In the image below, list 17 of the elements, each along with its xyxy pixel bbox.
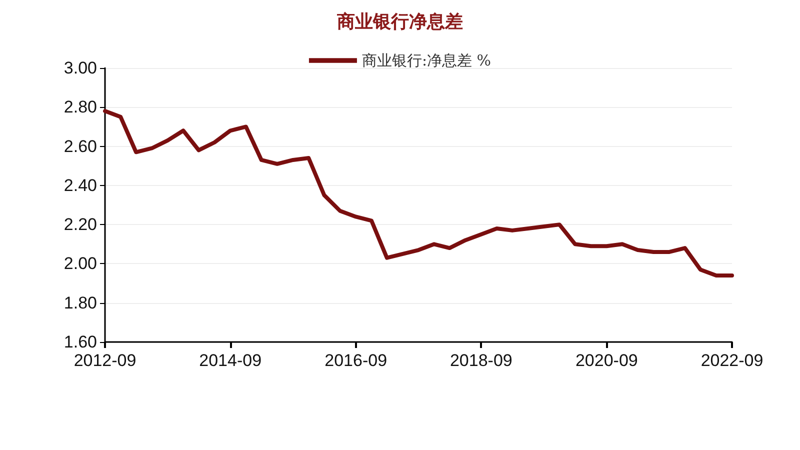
x-tick-label: 2014-09	[199, 351, 262, 370]
y-tick-label: 2.00	[64, 254, 97, 274]
y-tick-label: 3.00	[64, 58, 97, 78]
x-tick-label: 2020-09	[575, 351, 638, 370]
x-tick-label: 2016-09	[324, 351, 388, 370]
x-tick-label: 2018-09	[450, 351, 512, 370]
y-tick-label: 2.20	[64, 215, 97, 234]
y-tick-label: 1.60	[64, 332, 97, 352]
chart-title: 商业银行净息差	[336, 12, 463, 32]
x-tick-label: 2012-09	[74, 351, 136, 370]
line-series	[103, 109, 734, 278]
y-tick-label: 2.80	[64, 98, 97, 117]
legend-label: 商业银行:净息差 %	[362, 52, 492, 70]
y-tick-label: 2.60	[64, 136, 97, 156]
y-tick-label: 1.80	[64, 293, 97, 312]
x-tick-label: 2022-09	[700, 351, 764, 370]
y-tick-label: 2.40	[64, 176, 97, 195]
